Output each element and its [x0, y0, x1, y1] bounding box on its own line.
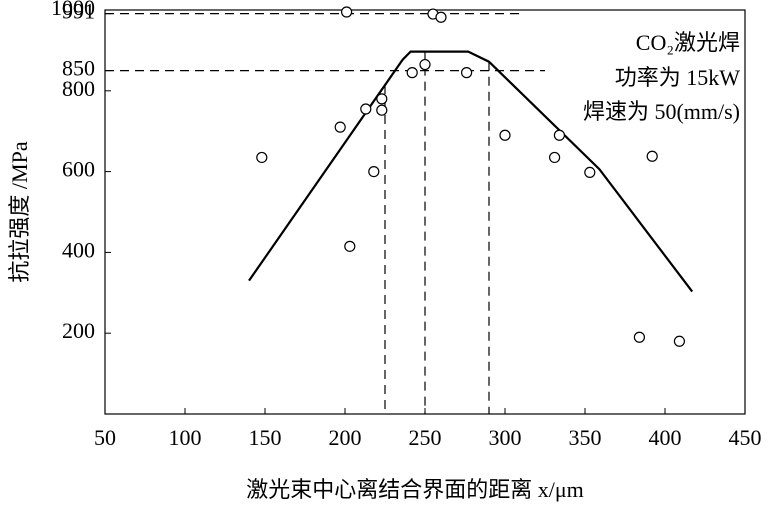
point — [461, 67, 473, 79]
point — [584, 166, 596, 179]
point — [548, 151, 561, 164]
point — [553, 129, 566, 141]
y-tick-label: 1000 — [51, 0, 95, 20]
point — [673, 335, 686, 347]
y-tick-label: 991 — [62, 0, 95, 24]
point — [334, 121, 346, 133]
x-tick-label: 400 — [649, 425, 682, 450]
x-tick-label: 100 — [169, 425, 202, 450]
annotation: CO₂激光焊 — [636, 30, 740, 55]
y-tick-label: 800 — [62, 76, 95, 101]
point — [406, 67, 418, 79]
point — [344, 240, 356, 252]
y-tick-label: 200 — [62, 318, 95, 343]
point — [376, 104, 388, 116]
x-tick-label: 300 — [489, 425, 522, 450]
x-tick-label: 200 — [329, 425, 362, 450]
x-tick-label: 150 — [249, 425, 282, 450]
y-tick-label: 850 — [62, 56, 95, 81]
point — [419, 58, 431, 71]
point — [376, 93, 388, 105]
point — [435, 11, 447, 23]
point — [499, 129, 511, 141]
y-tick-label: 400 — [62, 237, 95, 262]
x-axis-label: 激光束中心离结合界面的距离 x/μm — [246, 477, 584, 502]
point — [368, 166, 380, 178]
fit-line — [248, 50, 694, 293]
point — [341, 6, 353, 18]
point — [633, 331, 646, 343]
point — [256, 151, 268, 164]
annotation: 功率为 15kW — [615, 65, 741, 90]
point — [360, 103, 372, 115]
y-tick-label: 600 — [62, 157, 95, 182]
x-tick-label: 450 — [729, 425, 762, 450]
x-tick-label: 350 — [569, 425, 602, 450]
x-tick-label: 250 — [409, 425, 442, 450]
annotation: 焊速为 50(mm/s) — [583, 99, 740, 124]
y-axis-label: 抗拉强度 /MPa — [7, 141, 32, 282]
point — [646, 150, 658, 162]
x-tick-label: 50 — [94, 425, 116, 450]
